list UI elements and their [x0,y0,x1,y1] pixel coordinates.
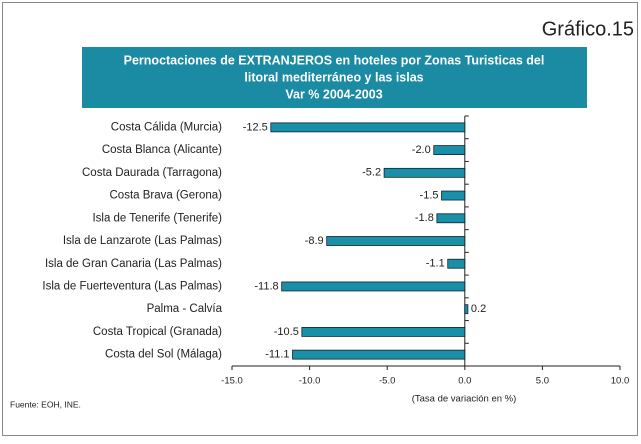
y-tick-label: Costa Blanca (Alicante) [102,144,222,156]
x-tick-label: -15.0 [221,376,243,387]
value-label: -1.8 [415,212,434,224]
value-label: -5.2 [362,167,381,179]
value-label: -1.5 [420,189,439,201]
x-tick-label: 5.0 [536,376,549,387]
value-label: 0.2 [471,303,486,315]
bar [292,349,466,360]
chart-title: Var % 2004-2003 [285,87,382,101]
y-tick-label: Costa Brava (Gerona) [110,190,223,202]
y-tick-label: Costa Daurada (Tarragona) [82,167,222,179]
bar [464,304,469,315]
value-label: -10.5 [274,326,299,338]
corner-label: Gráfico.15 [542,18,634,40]
chart-title: litoral mediterráneo y las islas [244,70,423,84]
bar [270,122,466,133]
bar [383,167,466,178]
bar [436,213,466,224]
bar [447,258,466,269]
value-label: -1.1 [426,258,445,270]
chart-title: Pernoctaciones de EXTRANJEROS en hoteles… [124,53,545,67]
value-label: -11.8 [254,280,278,292]
y-tick-label: Isla de Gran Canaria (Las Palmas) [45,258,222,270]
value-label: -11.1 [265,349,289,361]
x-tick-label: 0.0 [458,376,471,387]
x-tick-label: 10.0 [611,376,630,387]
x-tick-label: -10.0 [299,376,321,387]
y-tick-label: Isla de Fuerteventura (Las Palmas) [42,280,222,292]
y-tick-label: Isla de Tenerife (Tenerife) [92,212,222,224]
title-box [82,47,587,108]
bar [433,145,466,155]
x-axis-label: (Tasa de variación en %) [412,394,517,405]
source: Fuente: EOH, INE. [10,399,81,409]
bar [301,327,466,337]
y-tick-label: Costa Tropical (Granada) [93,326,222,338]
bar [326,236,466,246]
value-label: -8.9 [305,235,324,247]
bar [441,190,466,201]
bar [281,281,466,292]
y-tick-label: Isla de Lanzarote (Las Palmas) [63,235,222,247]
x-tick-label: -5.0 [379,376,395,387]
y-tick-label: Costa Cálida (Murcia) [111,121,222,133]
y-tick-label: Costa del Sol (Málaga) [105,349,222,361]
value-label: -2.0 [412,144,431,156]
y-tick-label: Palma - Calvía [147,303,223,315]
value-label: -12.5 [243,121,268,133]
